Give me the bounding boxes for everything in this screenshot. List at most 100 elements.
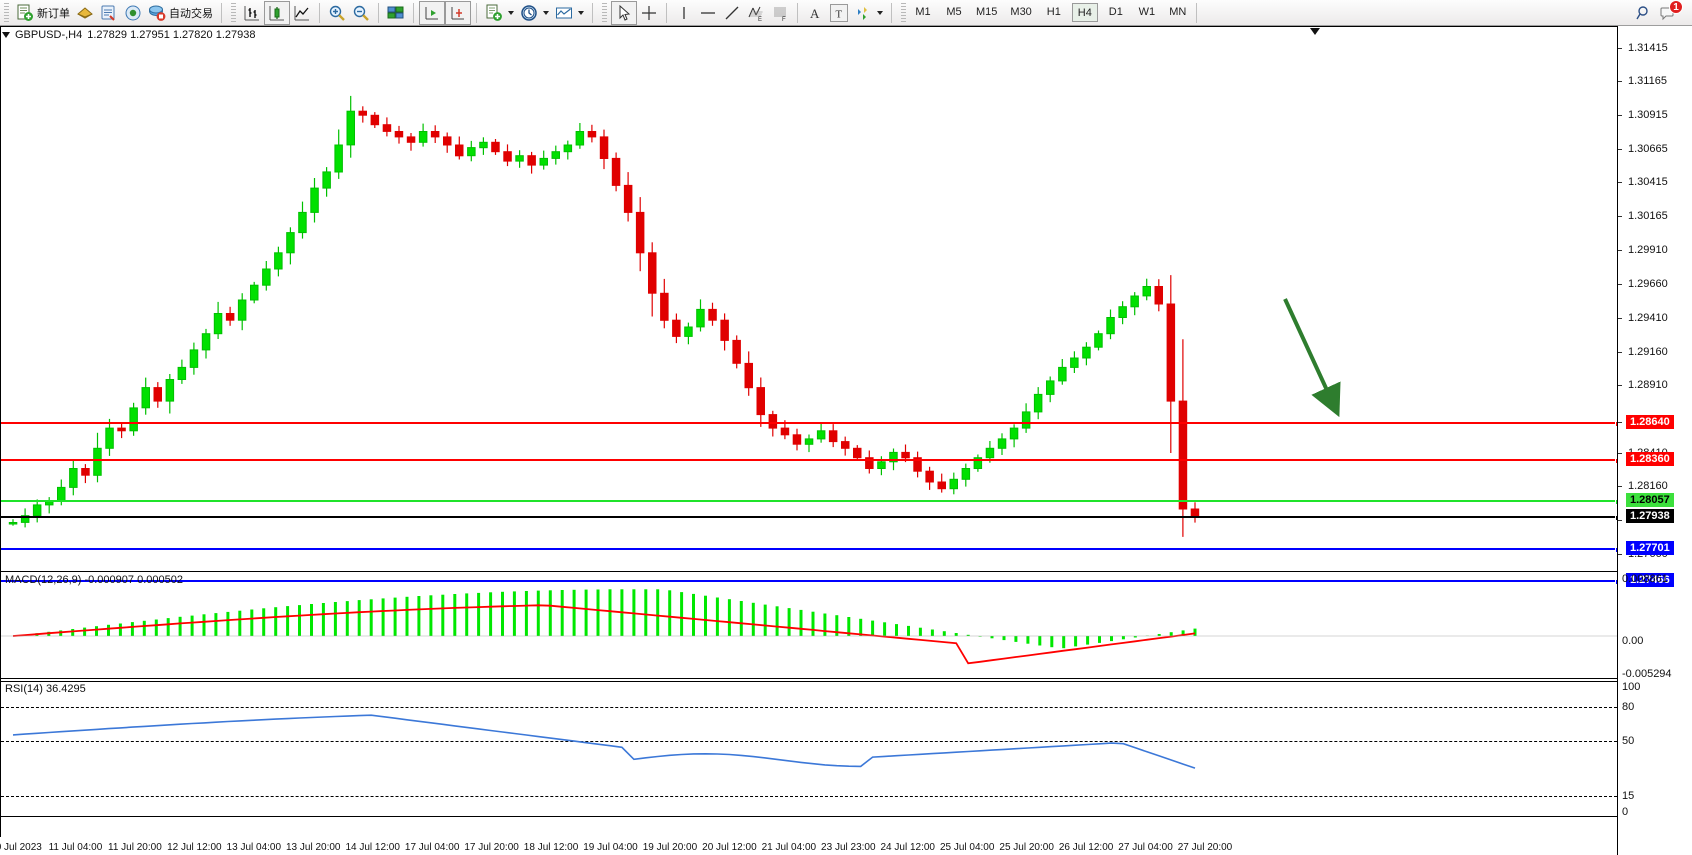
auto-scroll-button[interactable] — [445, 0, 471, 25]
price-tag-target-2[interactable]: 1.27466 — [1626, 572, 1674, 587]
price-tick — [1618, 182, 1622, 184]
shapes-icon — [854, 4, 872, 22]
price-axis-label: 1.30415 — [1628, 176, 1668, 189]
toolbar-grip-3[interactable] — [602, 2, 607, 23]
zoom-in-button[interactable] — [325, 1, 349, 25]
indicators-icon — [485, 4, 503, 22]
price-tick — [1618, 520, 1622, 522]
crosshair-icon — [640, 4, 658, 22]
timeframe-m1[interactable]: M1 — [915, 6, 931, 18]
rsi-axis-100: 100 — [1622, 681, 1641, 693]
macd-axis-min: -0.005294 — [1622, 668, 1672, 680]
vertical-line-button[interactable] — [672, 1, 696, 25]
fibonacci-button[interactable]: F — [768, 1, 792, 25]
svg-text:T: T — [835, 9, 842, 20]
period-dropdown-caret[interactable] — [543, 10, 549, 15]
data-window-button[interactable] — [384, 1, 408, 25]
price-tick — [1618, 452, 1622, 454]
expert-advisor-button[interactable] — [73, 1, 97, 25]
rsi-level-80 — [1, 707, 1617, 708]
cursor-button[interactable] — [611, 0, 637, 25]
timeframe-m15[interactable]: M15 — [976, 6, 998, 18]
ohlc-values: 1.27829 1.27951 1.27820 1.27938 — [87, 29, 256, 41]
toolbar-grip[interactable] — [4, 2, 9, 23]
macd-label: MACD(12,26,9) -0.000907 0.000502 — [5, 574, 183, 586]
toolbar-grip-4[interactable] — [901, 2, 906, 23]
shapes-button[interactable] — [851, 1, 886, 25]
timeframe-h4[interactable]: H4 — [1071, 3, 1098, 22]
price-line-resistance-2[interactable] — [1, 458, 1621, 465]
price-tag-current-price[interactable]: 1.27938 — [1626, 509, 1674, 524]
toolbar-separator-10 — [1195, 2, 1197, 23]
templates-dropdown-caret[interactable] — [578, 10, 584, 15]
new-order-button[interactable]: 新订单 — [13, 1, 73, 25]
trend-line-icon — [723, 4, 741, 22]
timeframe-m5[interactable]: M5 — [946, 6, 962, 18]
rsi-axis-50: 50 — [1622, 735, 1635, 747]
timeframe-w1[interactable]: W1 — [1138, 6, 1156, 18]
search-button[interactable] — [1632, 1, 1656, 25]
rsi-axis-80: 80 — [1622, 701, 1635, 713]
templates-button[interactable] — [552, 1, 587, 25]
elliott-wave-button[interactable]: E — [744, 1, 768, 25]
auto-trading-button[interactable]: 自动交易 — [145, 1, 216, 25]
line-chart-button[interactable] — [290, 1, 314, 25]
bar-chart-button[interactable] — [240, 1, 264, 25]
price-line-support-green[interactable] — [1, 499, 1621, 506]
price-axis-label: 1.29660 — [1628, 278, 1668, 291]
price-axis-label: 1.31415 — [1628, 41, 1668, 54]
horizontal-line-button[interactable] — [696, 1, 720, 25]
price-tag-support-green[interactable]: 1.28057 — [1626, 493, 1674, 508]
price-tag-resistance-2[interactable]: 1.28360 — [1626, 452, 1674, 467]
rsi-pane[interactable]: RSI(14) 36.4295 — [1, 682, 1617, 817]
time-axis[interactable]: 10 Jul 2023 11 Jul 04:00 11 Jul 20:00 12 Ju… — [0, 837, 1617, 855]
time-axis-label: 27 Jul 20:00 — [1177, 842, 1233, 853]
timeframe-mn[interactable]: MN — [1169, 6, 1187, 18]
price-line-target-1[interactable] — [1, 547, 1621, 554]
price-tick — [1618, 114, 1622, 116]
text-label-icon: A — [806, 4, 824, 22]
time-axis-label: 17 Jul 20:00 — [464, 842, 519, 853]
period-button[interactable] — [517, 1, 552, 25]
text-button[interactable]: T — [827, 1, 851, 25]
indicators-dropdown-caret[interactable] — [508, 10, 514, 15]
price-line-resistance-1[interactable] — [1, 420, 1621, 427]
navigator-button[interactable] — [121, 1, 145, 25]
price-axis[interactable]: 1.31415 1.31165 1.30915 1.30665 1.30415 1.301… — [1617, 26, 1692, 855]
bar-chart-icon — [243, 4, 261, 22]
toolbar-grip-2[interactable] — [231, 2, 236, 23]
alerts-button[interactable]: 1 — [1656, 0, 1683, 25]
chart-menu-triangle-icon[interactable] — [2, 32, 10, 38]
timeframe-d1[interactable]: D1 — [1108, 6, 1123, 18]
zoom-out-button[interactable] — [349, 1, 373, 25]
timeframe-h1[interactable]: H1 — [1046, 6, 1061, 18]
chart-area[interactable]: GBPUSD-,H4 1.27829 1.27951 1.27820 1.279… — [0, 26, 1692, 855]
price-axis-label: 1.30915 — [1628, 108, 1668, 121]
expert-advisor-icon — [76, 4, 94, 22]
line-chart-icon — [293, 4, 311, 22]
svg-text:E: E — [758, 17, 762, 22]
down-arrow-annotation — [1283, 298, 1341, 418]
price-tag-resistance-1[interactable]: 1.28640 — [1626, 414, 1674, 429]
timeframe-m30[interactable]: M30 — [1010, 6, 1032, 18]
price-line-current-price[interactable] — [1, 515, 1621, 522]
market-watch-button[interactable] — [97, 1, 121, 25]
price-tick — [1618, 317, 1622, 319]
macd-axis-max: 0.008861 — [1622, 573, 1668, 585]
search-icon — [1635, 4, 1653, 22]
candlestick-chart-button[interactable] — [264, 0, 290, 25]
trend-line-button[interactable] — [720, 1, 744, 25]
indicators-button[interactable] — [482, 1, 517, 25]
shapes-dropdown-caret[interactable] — [877, 10, 883, 15]
price-tick — [1618, 385, 1622, 387]
price-tick — [1618, 284, 1622, 286]
time-axis-label: 20 Jul 12:00 — [702, 842, 757, 853]
shift-end-button[interactable] — [419, 0, 445, 25]
price-axis-label: 1.28910 — [1628, 379, 1668, 392]
crosshair-button[interactable] — [637, 1, 661, 25]
text-label-button[interactable]: A — [803, 1, 827, 25]
macd-pane[interactable]: MACD(12,26,9) -0.000907 0.000502 — [1, 572, 1617, 679]
time-axis-label: 19 Jul 20:00 — [642, 842, 698, 853]
price-tag-target-1[interactable]: 1.27701 — [1626, 541, 1674, 556]
rsi-label: RSI(14) 36.4295 — [5, 683, 86, 695]
